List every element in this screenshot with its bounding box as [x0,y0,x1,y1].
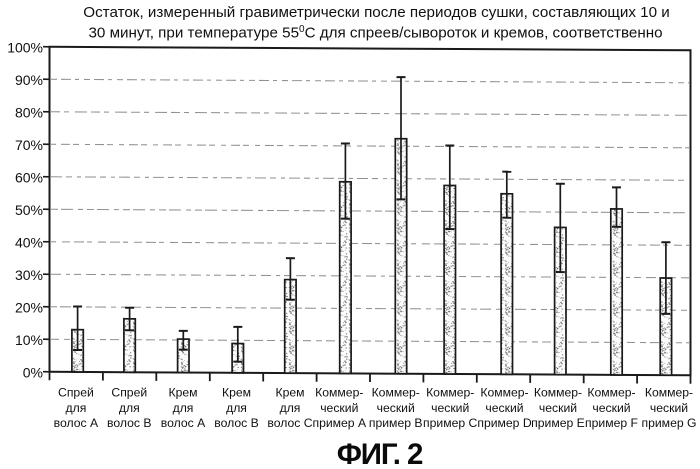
svg-text:Крем: Крем [168,385,197,399]
svg-text:Коммер-: Коммер- [587,385,635,399]
svg-text:Крем: Крем [222,385,251,399]
svg-text:пример D: пример D [477,416,532,430]
svg-text:ческий: ческий [485,401,523,415]
svg-text:для: для [173,401,194,415]
svg-text:Коммер-: Коммер- [534,385,582,399]
svg-text:пример G: пример G [642,416,697,430]
svg-text:50%: 50% [15,202,43,218]
svg-text:20%: 20% [15,300,43,316]
svg-text:60%: 60% [15,170,43,186]
svg-text:Коммер-: Коммер- [645,385,693,399]
svg-text:ческий: ческий [592,401,630,415]
svg-text:Коммер-: Коммер- [315,385,363,399]
svg-text:ческий: ческий [650,401,688,415]
svg-text:пример F: пример F [585,416,638,430]
svg-text:ческий: ческий [539,401,577,415]
svg-text:волос B: волос B [214,416,258,430]
svg-text:ческий: ческий [377,401,415,415]
svg-text:100%: 100% [7,40,43,56]
svg-text:30%: 30% [15,267,43,283]
svg-text:Спрей: Спрей [58,385,94,399]
svg-text:0%: 0% [23,365,43,381]
svg-text:пример C: пример C [423,416,478,430]
svg-text:для: для [65,401,86,415]
svg-text:Спрей: Спрей [111,385,147,399]
svg-text:ческий: ческий [431,401,469,415]
svg-text:80%: 80% [15,105,43,121]
svg-text:Коммер-: Коммер- [426,385,474,399]
svg-text:волос A: волос A [161,416,206,430]
svg-text:пример E: пример E [531,416,585,430]
svg-text:ФИГ. 2: ФИГ. 2 [337,438,423,469]
svg-text:Остаток, измеренный гравиметри: Остаток, измеренный гравиметрически посл… [83,4,669,21]
svg-text:пример A: пример A [312,416,367,430]
svg-text:волос A: волос A [54,416,99,430]
svg-text:Крем: Крем [275,385,304,399]
svg-text:пример B: пример B [369,416,423,430]
svg-text:для: для [119,401,140,415]
svg-text:90%: 90% [15,72,43,88]
svg-text:40%: 40% [15,235,43,251]
svg-text:Коммер-: Коммер- [372,385,420,399]
svg-text:волос C: волос C [267,416,312,430]
svg-text:волос B: волос B [107,416,151,430]
svg-text:10%: 10% [15,332,43,348]
svg-text:для: для [226,401,247,415]
svg-text:Коммер-: Коммер- [480,385,528,399]
svg-text:30 минут, при температуре 550С: 30 минут, при температуре 550С для спрее… [88,24,662,41]
svg-text:ческий: ческий [320,401,358,415]
svg-text:70%: 70% [15,137,43,153]
svg-text:для: для [280,401,301,415]
